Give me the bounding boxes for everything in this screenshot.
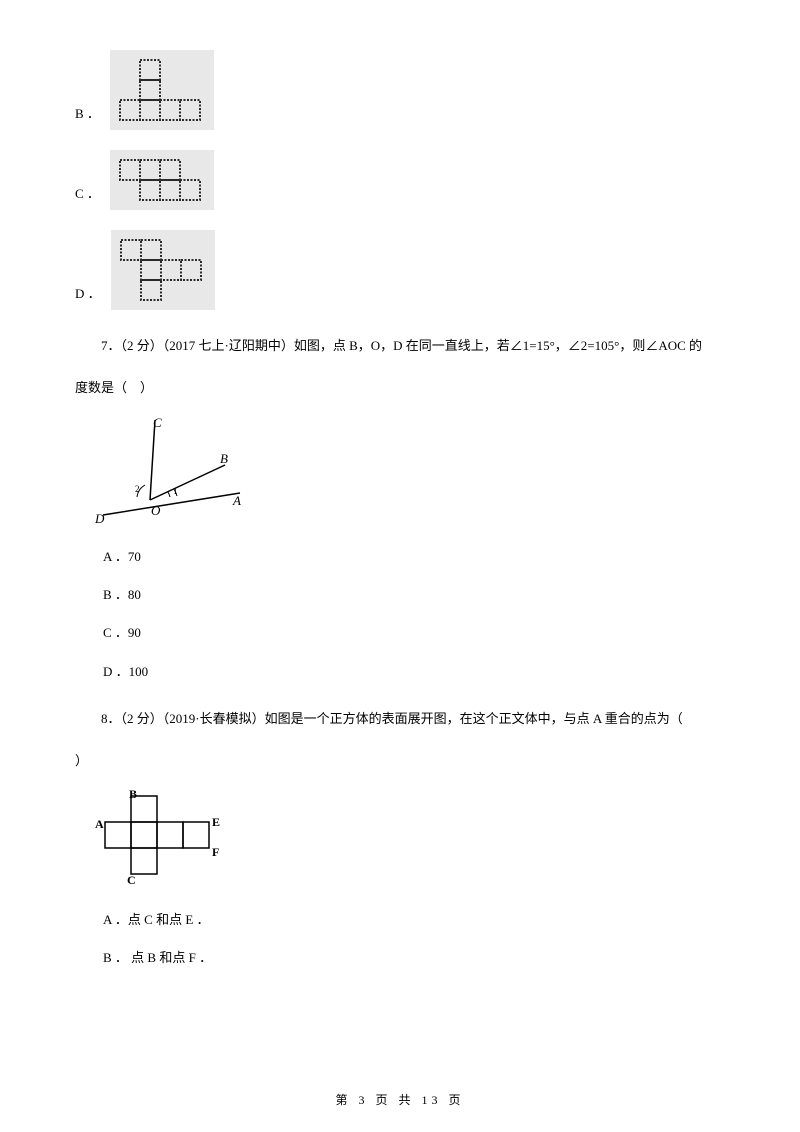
- option-b-label: B ．: [75, 102, 100, 130]
- option-d-label: D ．: [75, 282, 101, 310]
- q8-opt-b: B ． 点 B 和点 F ．: [103, 946, 725, 969]
- option-b-figure: [110, 50, 214, 130]
- label-angle1: 1: [173, 486, 178, 496]
- q8-text2: ）: [75, 749, 725, 772]
- option-c-label: C ．: [75, 182, 100, 210]
- q7-opt-d: D ．100: [103, 660, 725, 683]
- net-label-f: F: [212, 845, 219, 859]
- q7-diagram: C B A O D 1 2: [95, 415, 725, 525]
- net-label-b: B: [129, 788, 137, 801]
- option-d-row: D ．: [75, 230, 725, 310]
- cube-net-svg: B A E F C: [95, 788, 245, 888]
- label-o: O: [151, 503, 161, 518]
- option-b-row: B ．: [75, 50, 725, 130]
- label-b: B: [220, 451, 228, 466]
- net-label-e: E: [212, 815, 220, 829]
- q8-text: 8．（2 分）（2019·长春模拟）如图是一个正方体的表面展开图，在这个正文体中…: [75, 703, 725, 734]
- net-label-a: A: [95, 817, 104, 831]
- q8-diagram: B A E F C: [95, 788, 725, 888]
- label-d: D: [95, 511, 105, 525]
- angle-diagram-svg: C B A O D 1 2: [95, 415, 245, 525]
- q7-opt-c: C ．90: [103, 621, 725, 644]
- page-footer: 第 3 页 共 13 页: [0, 1090, 800, 1112]
- net-label-c: C: [127, 873, 136, 887]
- q8-opt-a: A ．点 C 和点 E ．: [103, 908, 725, 931]
- q7-opt-a: A ．70: [103, 545, 725, 568]
- q7-text: 7．（2 分）（2017 七上·辽阳期中）如图，点 B，O，D 在同一直线上，若…: [75, 330, 725, 361]
- option-d-figure: [111, 230, 215, 310]
- q7-opt-b: B ．80: [103, 583, 725, 606]
- net-c-svg: [114, 154, 210, 206]
- net-d-svg: [115, 234, 211, 306]
- q7-text2: 度数是（ ）: [75, 376, 725, 399]
- q8-text-span: 8．（2 分）（2019·长春模拟）如图是一个正方体的表面展开图，在这个正文体中…: [101, 711, 683, 726]
- option-c-figure: [110, 150, 214, 210]
- option-c-row: C ．: [75, 150, 725, 210]
- net-b-svg: [114, 54, 210, 126]
- label-a: A: [232, 493, 241, 508]
- label-c: C: [153, 415, 162, 430]
- label-angle2: 2: [135, 484, 140, 494]
